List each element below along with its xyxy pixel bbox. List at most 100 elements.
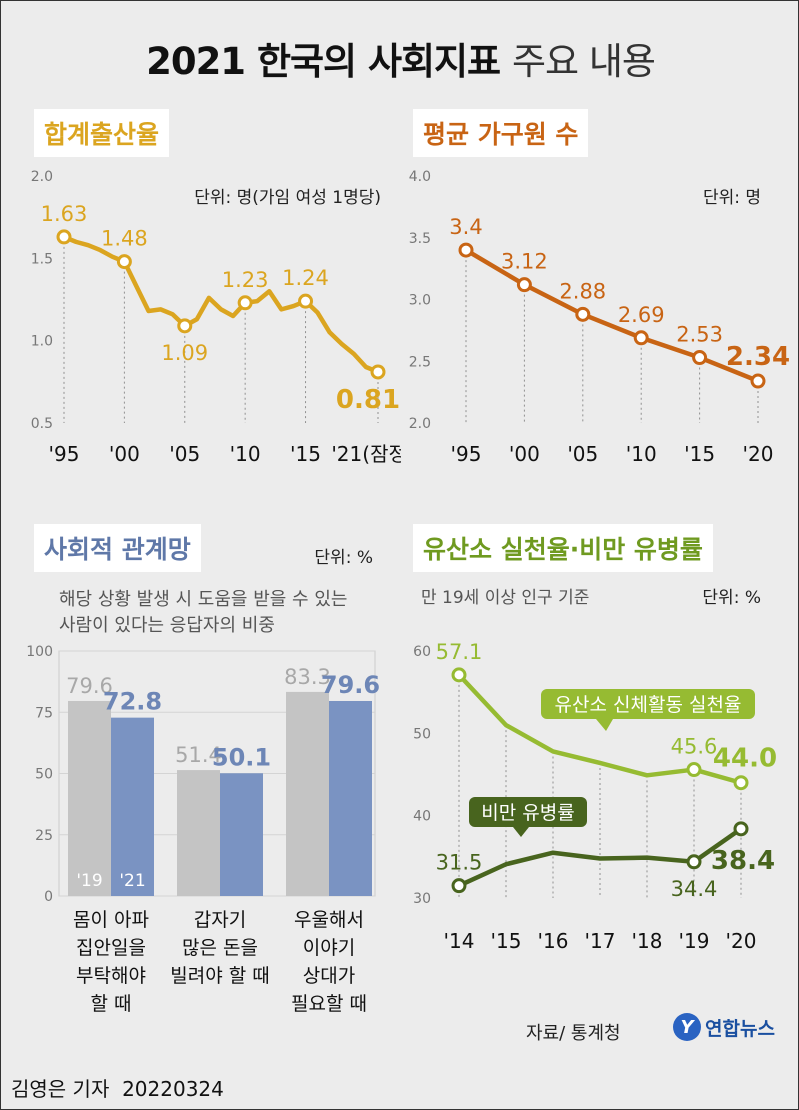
social-category-label: 많은 돈을 bbox=[182, 937, 258, 959]
hh-unit: 단위: 명 bbox=[703, 188, 761, 208]
health-xtick: '20 bbox=[726, 929, 757, 953]
tfr-point bbox=[370, 364, 386, 380]
panel-title-household: 평균 가구원 수 bbox=[413, 109, 589, 157]
obesity-data-label: 34.4 bbox=[671, 877, 718, 901]
social-bar-21 bbox=[329, 700, 372, 896]
panel-title-tfr: 합계출산율 bbox=[34, 109, 170, 157]
tfr-point bbox=[56, 229, 72, 245]
tfr-point bbox=[298, 293, 314, 309]
social-ytick: 50 bbox=[35, 767, 53, 783]
tfr-ytick: 1.5 bbox=[31, 251, 53, 267]
hh-series-line bbox=[464, 248, 759, 384]
activity-data-label: 57.1 bbox=[436, 640, 483, 664]
hh-xtick: '95 bbox=[451, 442, 482, 466]
tfr-chart: 0.5 1.0 1.5 2.0 단위: 명(가임 여성 1명당) '95 '00 '05 '10… bbox=[31, 169, 401, 466]
social-category-label: 빌려야 할 때 bbox=[170, 965, 269, 987]
yonhap-logo: Y 연합뉴스 bbox=[673, 1013, 775, 1041]
tfr-data-label: 1.23 bbox=[222, 268, 269, 292]
obesity-legend-tag-text: 비만 유병률 bbox=[481, 802, 574, 824]
hh-xtick: '00 bbox=[509, 442, 540, 466]
health-xtick: '17 bbox=[585, 929, 616, 953]
hh-point bbox=[692, 350, 708, 366]
hh-xtick: '20 bbox=[743, 442, 774, 466]
hh-data-label: 2.53 bbox=[676, 323, 723, 347]
tfr-point bbox=[116, 254, 132, 270]
title-bold: 2021 한국의 사회지표 bbox=[146, 40, 501, 83]
health-unit: 단위: % bbox=[702, 588, 761, 608]
tfr-series-line bbox=[63, 234, 379, 375]
hh-point bbox=[458, 242, 474, 258]
social-category-label: 집안일을 bbox=[76, 937, 146, 959]
tfr-xtick: '00 bbox=[109, 442, 140, 466]
activity-data-label: 45.6 bbox=[671, 735, 718, 759]
social-legend-19: '19 bbox=[76, 871, 102, 891]
author: 김영은 기자 bbox=[11, 1077, 110, 1101]
hh-ytick: 2.5 bbox=[409, 354, 431, 370]
tfr-data-label: 1.24 bbox=[282, 266, 329, 290]
obesity-point bbox=[451, 878, 467, 894]
logo-text: 연합뉴스 bbox=[705, 1017, 775, 1040]
obesity-data-label: 31.5 bbox=[436, 851, 483, 875]
health-xtick: '16 bbox=[538, 929, 569, 953]
obesity-point bbox=[733, 821, 749, 837]
social-subtitle: 해당 상황 발생 시 도움을 받을 수 있는 bbox=[59, 589, 347, 610]
social-ytick: 0 bbox=[44, 889, 53, 905]
hh-point bbox=[516, 277, 532, 293]
activity-data-label: 44.0 bbox=[713, 744, 777, 774]
hh-ytick: 3.0 bbox=[409, 293, 431, 309]
tfr-ytick: 1.0 bbox=[31, 334, 53, 350]
activity-legend-pointer bbox=[596, 719, 613, 731]
source-note: 자료/ 통계청 bbox=[526, 1023, 621, 1044]
hh-data-label: 2.69 bbox=[618, 303, 665, 327]
hh-xtick: '10 bbox=[626, 442, 657, 466]
tfr-ytick: 0.5 bbox=[31, 416, 53, 432]
tfr-unit: 단위: 명(가임 여성 1명당) bbox=[194, 188, 381, 208]
social-category-label: 필요할 때 bbox=[291, 993, 367, 1015]
health-ytick: 40 bbox=[413, 809, 431, 825]
activity-legend-tag bbox=[541, 689, 755, 719]
hh-point bbox=[633, 330, 649, 346]
activity-point bbox=[451, 667, 467, 683]
tfr-ytick: 2.0 bbox=[31, 169, 53, 185]
social-bar-21 bbox=[111, 717, 154, 896]
hh-data-label: 3.4 bbox=[449, 215, 482, 239]
health-xtick: '14 bbox=[444, 929, 475, 953]
byline: 김영은 기자 20220324 bbox=[11, 1073, 224, 1102]
hh-point bbox=[750, 373, 766, 389]
social-label-21: 50.1 bbox=[212, 743, 271, 771]
social-bar-19 bbox=[68, 700, 111, 896]
social-bar-19 bbox=[177, 770, 220, 896]
social-category-label: 갑자기 bbox=[194, 909, 246, 931]
obesity-legend-tag bbox=[469, 797, 587, 827]
tfr-data-label: 0.81 bbox=[336, 385, 400, 415]
social-category-label: 이야기 bbox=[303, 937, 355, 959]
household-chart: 2.0 2.5 3.0 3.5 4.0 단위: 명 '95 '00 '05 '10 '15 '20 3.… bbox=[409, 169, 790, 466]
social-category-label: 상대가 bbox=[303, 965, 355, 987]
tfr-xtick: '95 bbox=[49, 442, 80, 466]
date: 20220324 bbox=[122, 1077, 224, 1101]
hh-data-label: 2.34 bbox=[726, 342, 790, 372]
social-ytick: 25 bbox=[35, 828, 53, 844]
activity-point bbox=[686, 762, 702, 778]
hh-ytick: 3.5 bbox=[409, 231, 431, 247]
obesity-legend-pointer bbox=[513, 827, 529, 837]
tfr-data-label: 1.48 bbox=[101, 227, 148, 251]
tfr-data-label: 1.63 bbox=[41, 202, 88, 226]
social-unit: 단위: % bbox=[314, 548, 373, 568]
panel-title-health: 유산소 실천율·비만 유병률 bbox=[413, 524, 713, 572]
tfr-xtick: '05 bbox=[169, 442, 200, 466]
tfr-xtick: '15 bbox=[290, 442, 321, 466]
social-label-21: 72.8 bbox=[103, 688, 162, 716]
tfr-point bbox=[237, 295, 253, 311]
health-ytick: 30 bbox=[413, 891, 431, 907]
panel-title-social: 사회적 관계망 bbox=[34, 524, 201, 572]
health-xtick: '18 bbox=[632, 929, 663, 953]
title-light: 주요 내용 bbox=[512, 40, 656, 83]
activity-legend-tag-text: 유산소 신체활동 실천율 bbox=[555, 694, 742, 716]
activity-point bbox=[733, 775, 749, 791]
health-ytick: 60 bbox=[413, 644, 431, 660]
hh-point bbox=[575, 306, 591, 322]
hh-ytick: 4.0 bbox=[409, 169, 431, 185]
obesity-data-label: 38.4 bbox=[711, 846, 775, 876]
